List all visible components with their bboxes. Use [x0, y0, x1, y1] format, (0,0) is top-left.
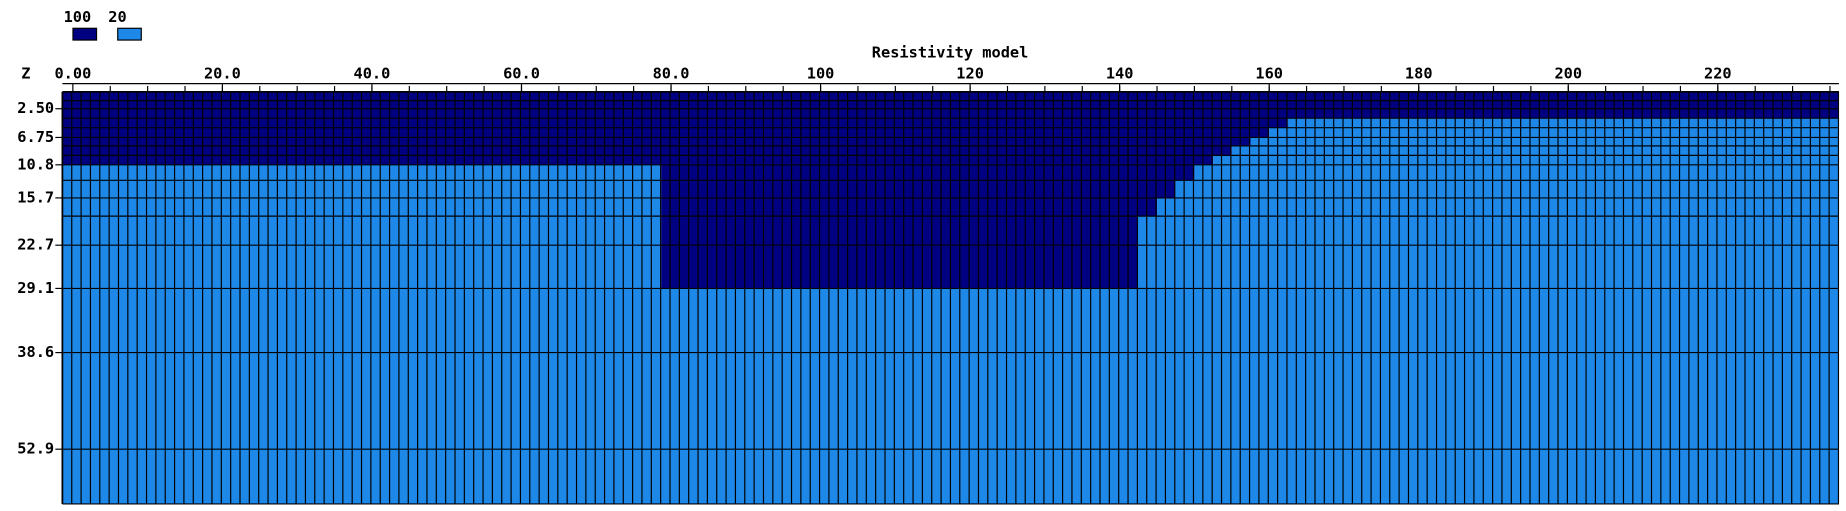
model-block: [1231, 145, 1839, 156]
x-tick-label: 0.00: [54, 65, 91, 83]
model-block: [1137, 245, 1839, 289]
model-block: [62, 127, 1270, 138]
model-block: [1194, 164, 1839, 181]
x-tick-label: 140: [1106, 65, 1134, 83]
x-tick-label: 40.0: [354, 65, 391, 83]
cell-grid: [61, 91, 1840, 504]
x-tick-label: 60.0: [503, 65, 540, 83]
model-block: [1174, 180, 1839, 198]
y-axis-label: Z: [21, 65, 30, 83]
model-block: [62, 137, 1251, 146]
model-block: [1157, 197, 1839, 217]
x-tick-label: 180: [1405, 65, 1433, 83]
legend-swatch: [117, 27, 142, 41]
x-tick-label: 100: [807, 65, 835, 83]
y-tick-label: 2.50: [17, 99, 54, 117]
model-block: [1213, 155, 1839, 165]
x-tick-label: 160: [1255, 65, 1283, 83]
y-tick-label: 38.6: [17, 343, 54, 361]
model-block: [661, 197, 1158, 217]
model-block: [1137, 216, 1839, 246]
y-tick-label: 52.9: [17, 440, 54, 458]
x-tick-label: 80.0: [653, 65, 690, 83]
model-block: [62, 118, 1288, 128]
x-tick-label: 220: [1704, 65, 1732, 83]
model-block: [661, 164, 1195, 181]
y-tick-label: 6.75: [17, 128, 54, 146]
y-tick-label: 29.1: [17, 279, 54, 297]
legend-swatch: [72, 27, 98, 41]
legend-label: 100: [64, 8, 92, 26]
legend-label: 20: [108, 8, 126, 26]
y-tick-label: 10.8: [17, 155, 54, 173]
model-block: [62, 155, 1214, 165]
y-tick-label: 22.7: [17, 236, 54, 254]
model-block: [1287, 118, 1839, 128]
model-block: [661, 180, 1175, 198]
x-tick-label: 120: [956, 65, 984, 83]
model-block: [62, 145, 1232, 156]
y-tick-label: 15.7: [17, 188, 54, 206]
model-block: [661, 216, 1138, 246]
x-tick-label: 20.0: [204, 65, 241, 83]
chart-title: Resistivity model: [872, 44, 1029, 62]
x-tick-label: 200: [1554, 65, 1582, 83]
model-block: [1269, 127, 1839, 138]
model-block: [661, 245, 1138, 289]
model-block: [1250, 137, 1839, 146]
